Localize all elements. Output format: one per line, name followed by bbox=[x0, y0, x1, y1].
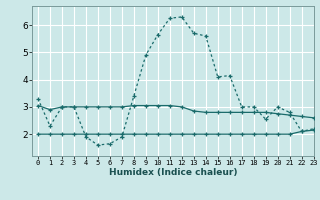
X-axis label: Humidex (Indice chaleur): Humidex (Indice chaleur) bbox=[108, 168, 237, 177]
